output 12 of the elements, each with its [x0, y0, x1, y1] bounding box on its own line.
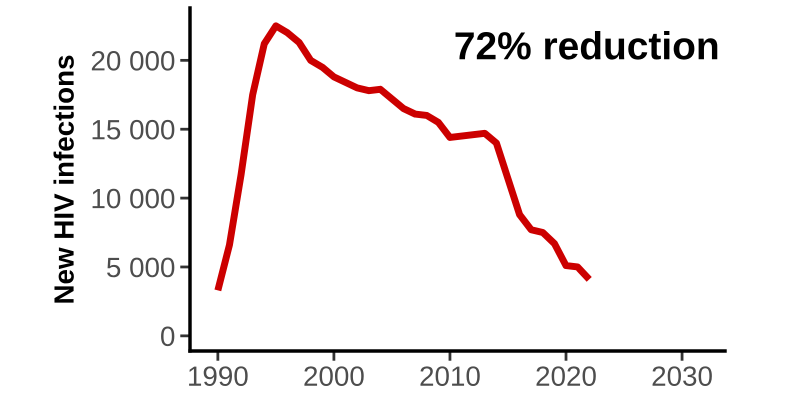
x-tick-label: 2000 — [304, 366, 364, 386]
y-axis-title: New HIV infections — [53, 56, 74, 303]
y-tick-label: 5 000 — [107, 258, 174, 278]
x-tick-label: 2020 — [536, 366, 596, 386]
y-tick-label: 20 000 — [92, 51, 174, 71]
y-tick-label: 10 000 — [92, 188, 174, 208]
y-tick-label: 0 — [161, 326, 174, 346]
annotation: 72% reduction — [456, 31, 718, 60]
x-tick-label: 1990 — [189, 366, 248, 386]
x-tick-label: 2030 — [652, 366, 712, 386]
x-tick-label: 2010 — [420, 366, 480, 386]
y-tick-label: 15 000 — [92, 120, 174, 140]
